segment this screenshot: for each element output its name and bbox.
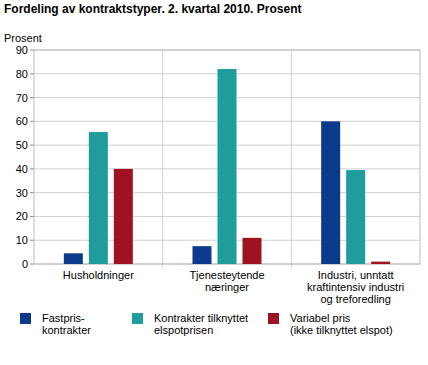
y-tick-label: 90 [16, 44, 28, 56]
tick [30, 50, 34, 51]
tick [30, 264, 34, 265]
bar [218, 69, 237, 264]
bar [64, 253, 83, 264]
grid [30, 50, 420, 268]
y-tick-label: 60 [16, 115, 28, 127]
plot-frame [34, 50, 420, 264]
tick [30, 240, 34, 241]
legend-swatch [268, 313, 279, 324]
tick [30, 97, 34, 98]
tick [30, 73, 34, 74]
legend-label: Fastpris-kontrakter [42, 312, 91, 336]
bars [64, 69, 390, 264]
legend-label: Variabel pris(ikke tilknyttet elspot) [290, 312, 393, 336]
legend-swatch [132, 313, 143, 324]
tick [30, 121, 34, 122]
y-tick-label: 20 [16, 210, 28, 222]
category-separator [291, 50, 292, 268]
bar [114, 169, 133, 264]
y-tick-label: 70 [16, 92, 28, 104]
x-tick-label: Industri, unntattkraftintensiv industrio… [307, 269, 404, 305]
legend-label: Kontrakter tilknyttetelspotprisen [154, 312, 248, 336]
y-tick-label: 0 [22, 258, 28, 270]
tick [30, 216, 34, 217]
y-tick-label: 10 [16, 234, 28, 246]
bar [243, 238, 262, 264]
title: Fordeling av kontraktstyper. 2. kvartal … [4, 2, 301, 16]
y-tick-label: 40 [16, 163, 28, 175]
tick [30, 192, 34, 193]
legend-swatch [20, 313, 31, 324]
bar [193, 246, 212, 264]
tick [30, 145, 34, 146]
x-tick-label: Tjenesteytendenæringer [189, 269, 264, 293]
x-tick-label: Husholdninger [63, 269, 134, 281]
y-axis-label: Prosent [4, 32, 42, 44]
y-tick-label: 80 [16, 68, 28, 80]
bar [346, 170, 365, 264]
chart: Fordeling av kontraktstyper. 2. kvartal … [0, 0, 428, 365]
bar [321, 121, 340, 264]
y-tick-label: 30 [16, 187, 28, 199]
category-separator [162, 50, 163, 268]
bar [89, 132, 108, 264]
tick [30, 168, 34, 169]
y-tick-label: 50 [16, 139, 28, 151]
bar [371, 262, 390, 264]
